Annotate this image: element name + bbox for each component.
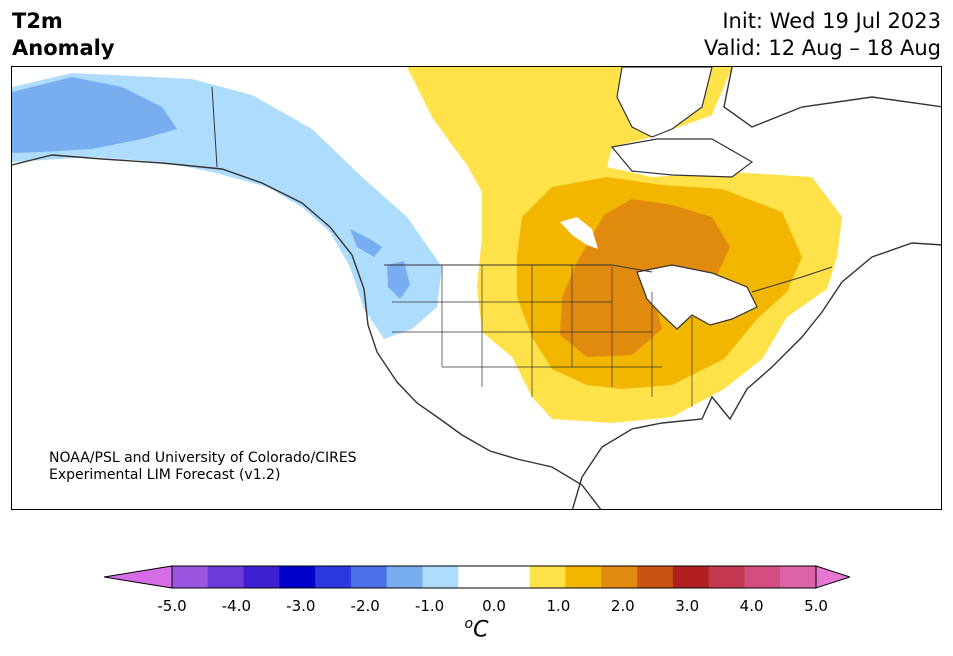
colorbar-segment (207, 566, 245, 588)
colorbar-segment (279, 566, 316, 588)
colorbar-segment (780, 566, 817, 588)
colorbar-segment (386, 566, 423, 588)
colorbar-tick-label: -1.0 (414, 597, 445, 615)
colorbar-segment (243, 566, 280, 588)
colorbar-segment (172, 566, 209, 588)
cool-anomaly-mid-region-3 (387, 261, 410, 299)
colorbar-segment (422, 566, 459, 588)
date-info: Init: Wed 19 Jul 2023 Valid: 12 Aug – 18… (704, 8, 941, 62)
unit-degree: o (464, 616, 474, 632)
hudson-bay-water-2 (610, 138, 754, 178)
title-line-1: T2m (12, 9, 63, 33)
colorbar-segment (565, 566, 602, 588)
colorbar-ticks: -5.0 -4.0 -3.0 -2.0 -1.0 0.0 1.0 2.0 3.0 4.0 5.0 (0, 597, 953, 617)
init-date: Init: Wed 19 Jul 2023 (722, 9, 941, 33)
anomaly-map (11, 66, 942, 510)
coastline-west (12, 154, 602, 509)
colorbar-tick-label: -3.0 (286, 597, 316, 615)
cool-anomaly-mid-region (12, 77, 177, 153)
map-canvas (12, 67, 941, 509)
alaska-border (211, 86, 218, 168)
colorbar-tick-label: -5.0 (157, 597, 187, 615)
map-title: T2m Anomaly (12, 8, 115, 62)
colorbar-segment (744, 566, 781, 588)
great-lakes-water (636, 264, 758, 330)
unit-letter: C (473, 617, 489, 643)
credit-line-2: Experimental LIM Forecast (v1.2) (49, 467, 281, 483)
colorbar-segment (637, 566, 674, 588)
colorbar-tick-label: 0.0 (482, 597, 506, 615)
colorbar-segment (315, 566, 352, 588)
colorbar-extend-low (104, 565, 173, 589)
hudson-bay-water (616, 67, 713, 138)
colorbar-segment (672, 566, 710, 588)
state-lines (392, 265, 693, 407)
colorbar-segment (708, 566, 745, 588)
colorbar-segment (601, 566, 638, 588)
colorbar-tick-label: 4.0 (739, 597, 764, 615)
colorbar-extend-high (815, 565, 850, 589)
title-line-2: Anomaly (12, 36, 115, 60)
colorbar-segment (458, 566, 495, 588)
cool-anomaly-mid-region-2 (350, 229, 382, 257)
colorbar-tick-label: 2.0 (610, 597, 635, 615)
valid-range: Valid: 12 Aug – 18 Aug (703, 36, 941, 60)
colorbar-unit: oC (0, 616, 953, 642)
credit-line-1: NOAA/PSL and University of Colorado/CIRE… (49, 450, 357, 466)
lake-winnipeg-water (560, 217, 598, 249)
coastline-east (723, 67, 941, 128)
colorbar-tick-label: -4.0 (221, 597, 252, 615)
coastline-gulf (571, 242, 941, 509)
credit-text: NOAA/PSL and University of Colorado/CIRE… (49, 450, 357, 484)
colorbar (104, 565, 850, 589)
colorbar-segment (350, 566, 388, 588)
colorbar-segment (494, 566, 531, 588)
colorbar-tick-label: 5.0 (804, 597, 828, 615)
colorbar-tick-label: 1.0 (546, 597, 571, 615)
colorbar-segment (529, 566, 567, 588)
colorbar-tick-label: -2.0 (350, 597, 380, 615)
colorbar-tick-label: 3.0 (675, 597, 700, 615)
colorbar-border (171, 565, 817, 589)
